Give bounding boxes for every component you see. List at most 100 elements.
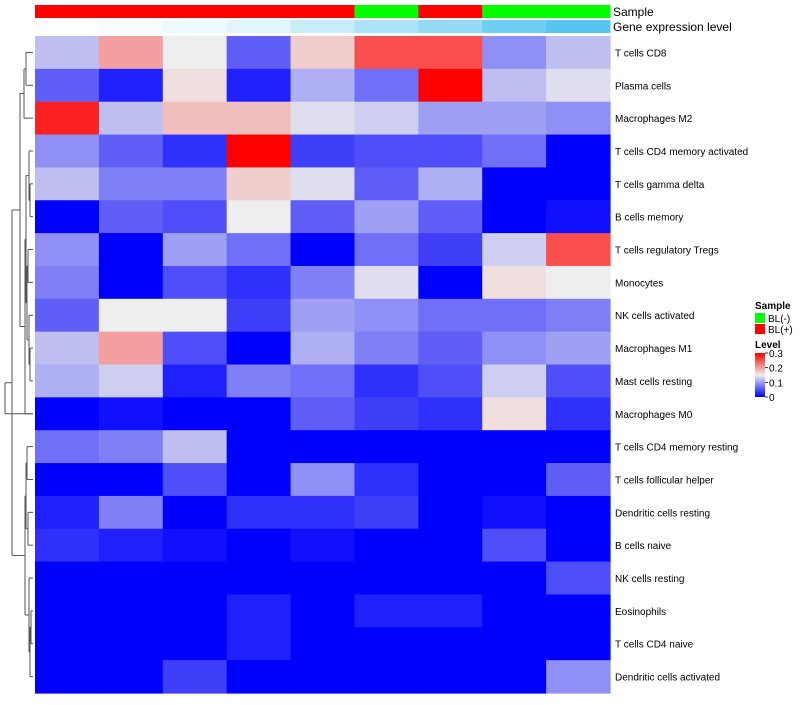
heatmap-cell <box>290 265 356 300</box>
legend-sample-title: Sample <box>755 301 791 312</box>
heatmap-cell <box>226 495 292 530</box>
heatmap-cell <box>162 68 228 103</box>
heatmap-cell <box>98 528 164 563</box>
heatmap-cell <box>162 364 228 398</box>
heatmap-cell <box>418 364 483 398</box>
legend-level-tick-label: 0 <box>769 393 775 404</box>
heatmap-cell <box>546 397 611 431</box>
expression-annotation-cell <box>35 20 100 33</box>
heatmap-cell <box>162 627 228 661</box>
heatmap-cell <box>98 594 164 628</box>
heatmap-cell <box>290 68 356 103</box>
heatmap-cell <box>418 594 483 628</box>
legend-level-colorbar <box>755 353 765 397</box>
sample-annotation-cell <box>162 5 228 18</box>
heatmap-cell <box>35 397 100 431</box>
row-label: T cells CD4 naive <box>615 640 694 651</box>
heatmap-cell <box>482 68 547 103</box>
heatmap-cell <box>162 265 228 300</box>
heatmap-cell <box>354 364 419 398</box>
heatmap-cell <box>35 233 100 267</box>
heatmap-cell <box>354 594 419 628</box>
heatmap-cell <box>482 495 547 530</box>
expression-annotation-cell <box>226 20 292 33</box>
heatmap-cell <box>35 594 100 628</box>
legend-sample-label: BL(+) <box>768 325 793 336</box>
heatmap-cell <box>162 36 228 70</box>
heatmap-cell <box>482 134 547 168</box>
heatmap-cell <box>35 101 100 136</box>
heatmap-cell <box>98 430 164 464</box>
heatmap-cell <box>546 364 611 398</box>
heatmap-cell <box>290 298 356 333</box>
heatmap-cell <box>35 528 100 563</box>
heatmap-cell <box>226 36 292 70</box>
heatmap-cell <box>482 101 547 136</box>
heatmap-cell <box>354 528 419 563</box>
expression-annotation-cell <box>418 20 483 33</box>
row-label: T cells regulatory Tregs <box>615 246 719 257</box>
heatmap-cell <box>418 561 483 596</box>
heatmap-cell <box>418 298 483 333</box>
sample-annotation-cell <box>418 5 483 18</box>
heatmap-cell <box>35 561 100 596</box>
heatmap-cell <box>354 430 419 464</box>
heatmap-cell <box>418 397 483 431</box>
heatmap-cell <box>482 660 547 694</box>
heatmap-cell <box>98 495 164 530</box>
heatmap-cell <box>35 134 100 168</box>
expression-annotation-cell <box>354 20 419 33</box>
heatmap-cell <box>162 463 228 497</box>
heatmap-cell <box>354 561 419 596</box>
heatmap-cell <box>354 660 419 694</box>
sample-annotation-cell <box>290 5 355 18</box>
heatmap-cell <box>226 364 292 398</box>
row-label: Plasma cells <box>615 81 671 92</box>
heatmap-cell <box>546 660 611 694</box>
heatmap-cell <box>35 463 100 497</box>
heatmap-cell <box>482 594 547 628</box>
heatmap-cell <box>482 298 547 333</box>
heatmap-cell <box>162 298 228 333</box>
sample-annotation-cell <box>98 5 164 18</box>
row-label: T cells gamma delta <box>615 180 705 191</box>
heatmap-cell <box>98 397 164 431</box>
row-label: Monocytes <box>615 278 663 289</box>
heatmap-cell <box>546 298 611 333</box>
heatmap-cell <box>226 397 292 431</box>
heatmap-cell <box>482 331 547 366</box>
heatmap-cell <box>546 233 611 267</box>
heatmap-cell <box>354 495 419 530</box>
heatmap-cell <box>162 430 228 464</box>
heatmap-cell <box>418 167 483 201</box>
expression-annotation-cell <box>98 20 164 33</box>
heatmap-cell <box>290 101 356 136</box>
heatmap-cell <box>546 430 611 464</box>
row-label: Dendritic cells resting <box>615 508 710 519</box>
heatmap-cell <box>354 463 419 497</box>
heatmap-cell <box>546 265 611 300</box>
heatmap-cell <box>418 200 483 234</box>
heatmap-cell <box>226 233 292 267</box>
legend-sample-swatch <box>755 313 765 323</box>
heatmap-cell <box>418 265 483 300</box>
heatmap-cell <box>482 430 547 464</box>
row-label: B cells memory <box>615 213 683 224</box>
heatmap-cell <box>98 68 164 103</box>
heatmap-cell <box>290 331 356 366</box>
heatmap-cell <box>290 36 356 70</box>
expression-annotation-cell <box>162 20 228 33</box>
heatmap-cell <box>162 495 228 530</box>
heatmap-cell <box>35 430 100 464</box>
legend-sample-swatch <box>755 324 765 334</box>
legend-level-tick-label: 0.2 <box>769 364 783 375</box>
row-label: Macrophages M1 <box>615 344 693 355</box>
sample-annotation-cell <box>482 5 547 18</box>
legend-sample-label: BL(-) <box>768 314 790 325</box>
heatmap-cell <box>162 134 228 168</box>
heatmap-cell <box>35 36 100 70</box>
heatmap-cell <box>226 200 292 234</box>
heatmap-cell <box>98 660 164 694</box>
